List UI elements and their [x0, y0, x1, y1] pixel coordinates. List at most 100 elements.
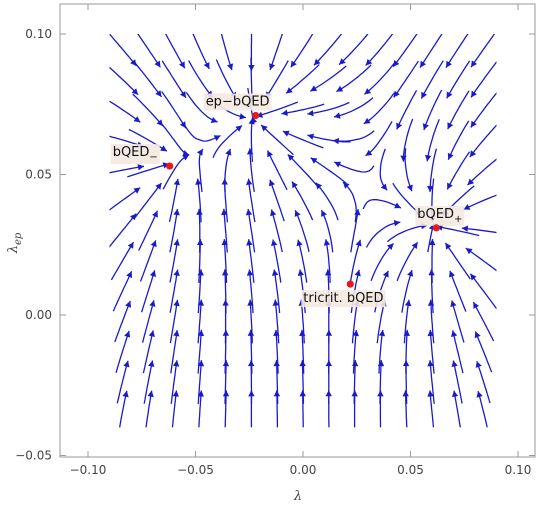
stream-arrowhead: [365, 149, 373, 156]
stream-line: [332, 130, 375, 142]
stream-line: [470, 61, 497, 98]
stream-line: [396, 241, 419, 282]
stream-line: [169, 208, 179, 253]
stream-arrowhead: [420, 60, 426, 68]
x-tick-label: 0.10: [505, 463, 532, 477]
stream-arrowhead: [294, 210, 301, 217]
stream-line: [334, 161, 375, 173]
stream-arrowhead: [282, 130, 290, 137]
stream-line: [197, 178, 202, 223]
stream-arrowhead: [272, 299, 279, 306]
stream-arrowhead: [173, 269, 180, 276]
stream-arrowhead: [339, 58, 346, 65]
stream-line: [465, 247, 497, 272]
stream-arrowhead: [352, 329, 359, 337]
stream-line: [429, 390, 435, 428]
stream-arrowhead: [273, 360, 280, 367]
stream-line: [115, 330, 130, 373]
stream-line: [269, 34, 284, 71]
stream-line: [273, 269, 281, 314]
stream-arrowhead: [427, 329, 434, 337]
stream-line: [423, 89, 443, 131]
stream-arrowhead: [336, 85, 344, 92]
stream-arrowhead: [425, 154, 432, 162]
stream-arrowhead: [130, 59, 137, 66]
stream-line: [461, 227, 497, 234]
x-axis-label: λ: [293, 489, 302, 504]
stream-arrowhead: [471, 90, 477, 98]
stream-arrowhead: [470, 120, 477, 128]
stream-arrowhead: [235, 125, 243, 132]
stream-line: [224, 269, 227, 314]
stream-line: [128, 128, 168, 152]
stream-arrowhead: [365, 58, 373, 66]
stream-line: [272, 239, 282, 283]
stream-arrowhead: [352, 360, 359, 367]
stream-arrowhead: [127, 242, 134, 249]
stream-arrowhead: [470, 273, 477, 281]
stream-arrowhead: [281, 109, 288, 116]
stream-arrowhead: [286, 87, 293, 94]
stream-line: [452, 330, 464, 374]
fixed-point-label-bg: [203, 93, 272, 111]
stream-line: [404, 390, 408, 428]
axis-ticks: −0.10 −0.05 0.00 0.05 0.10 −0.05 0.00 0.05 0.10: [15, 4, 535, 477]
y-tick-label: 0.00: [25, 308, 52, 322]
y-axis-label-main: λ: [6, 245, 21, 254]
stream-arrowhead: [310, 157, 318, 164]
stream-line: [170, 330, 178, 374]
stream-line: [265, 60, 289, 99]
stream-arrowhead: [246, 178, 253, 185]
stream-arrowhead: [246, 269, 254, 276]
stream-line: [429, 360, 435, 404]
stream-arrowhead: [296, 239, 303, 247]
stream-line: [287, 153, 319, 187]
stream-line: [446, 60, 471, 99]
stream-arrowhead: [314, 58, 321, 66]
stream-line: [453, 390, 461, 428]
x-tick-label: −0.10: [70, 463, 107, 477]
stream-arrowhead: [173, 299, 180, 307]
stream-arrowhead: [332, 137, 340, 145]
stream-arrowhead: [315, 182, 323, 190]
stream-arrowhead: [250, 116, 258, 124]
stream-line: [169, 299, 179, 344]
stream-arrowhead: [380, 183, 388, 191]
stream-line: [185, 92, 218, 123]
stream-line: [169, 269, 179, 313]
stream-line: [127, 163, 170, 178]
fixed-point-label: bQED+: [417, 207, 462, 225]
stream-arrowhead: [463, 204, 471, 210]
stream-line: [370, 242, 394, 282]
stream-arrowhead: [210, 117, 218, 123]
stream-line: [168, 178, 179, 223]
stream-line: [320, 209, 334, 253]
stream-line: [467, 158, 497, 186]
stream-arrowhead: [213, 135, 221, 142]
stream-arrowhead: [393, 220, 401, 227]
stream-line: [198, 390, 202, 428]
stream-line: [109, 100, 141, 123]
stream-line: [250, 329, 253, 374]
stream-line: [132, 93, 164, 127]
stream-arrowhead: [148, 360, 155, 367]
stream-line: [256, 101, 299, 118]
stream-arrowhead: [334, 161, 342, 168]
stream-arrowhead: [172, 360, 180, 367]
stream-line: [349, 239, 362, 283]
stream-arrowhead: [451, 390, 459, 398]
stream-line: [220, 34, 233, 71]
stream-line: [223, 208, 228, 253]
stream-arrowhead: [182, 154, 190, 161]
y-tick-label: 0.10: [25, 27, 52, 41]
stream-arrowhead: [427, 185, 434, 192]
stream-arrowhead: [195, 178, 202, 185]
stream-arrowhead: [149, 270, 156, 277]
stream-arrowhead: [393, 90, 400, 98]
stream-arrowhead: [422, 123, 429, 130]
stream-arrowhead: [196, 149, 203, 156]
stream-line: [379, 148, 388, 191]
stream-arrowhead: [197, 269, 204, 276]
y-axis-label-sub: ep: [13, 232, 24, 245]
fixed-point-ep-bQED: ep−bQED: [203, 93, 272, 120]
